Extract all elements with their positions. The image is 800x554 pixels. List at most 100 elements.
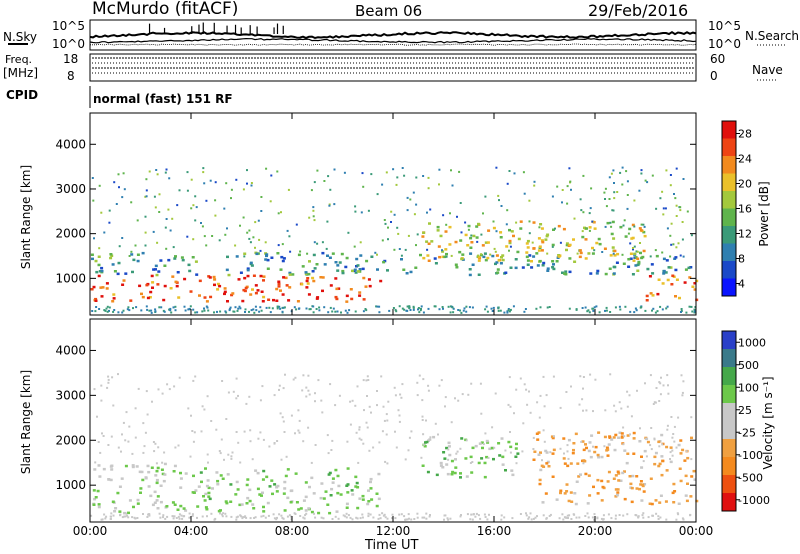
data-cell xyxy=(485,305,488,308)
nsearch-trace xyxy=(89,37,697,44)
data-cell xyxy=(412,191,415,194)
data-cell xyxy=(632,248,634,251)
data-cell xyxy=(152,441,155,443)
data-cell xyxy=(362,442,365,445)
panel-frame xyxy=(89,112,697,316)
data-cell xyxy=(385,433,388,436)
data-cell xyxy=(625,170,628,173)
data-cell xyxy=(616,488,620,491)
data-cell xyxy=(131,516,134,519)
data-cell xyxy=(545,517,548,520)
data-cell xyxy=(156,507,160,510)
data-cell xyxy=(603,191,606,194)
data-cell xyxy=(369,480,372,484)
data-cell xyxy=(148,296,152,299)
data-cell xyxy=(184,309,187,312)
data-cell xyxy=(471,306,474,309)
data-cell xyxy=(626,434,630,437)
data-cell xyxy=(202,171,205,174)
data-cell xyxy=(586,502,590,505)
data-cell xyxy=(584,515,587,517)
data-cell xyxy=(686,456,690,460)
data-cell xyxy=(349,423,352,426)
data-cell xyxy=(596,453,600,457)
data-cell xyxy=(500,205,503,207)
data-cell xyxy=(660,455,664,458)
data-cell xyxy=(249,293,253,296)
data-cell xyxy=(326,254,329,257)
data-cell xyxy=(657,518,660,520)
data-cell xyxy=(656,310,659,313)
data-cell xyxy=(308,393,311,396)
data-cell xyxy=(254,305,257,308)
data-cell xyxy=(662,272,666,275)
data-cell xyxy=(363,409,365,412)
data-cell xyxy=(649,444,652,447)
data-cell xyxy=(366,426,369,429)
data-cell xyxy=(661,443,664,446)
data-cell xyxy=(354,205,357,208)
data-cell xyxy=(498,454,502,457)
data-cell xyxy=(251,503,255,506)
data-cell xyxy=(565,244,568,247)
data-cell xyxy=(321,241,324,244)
data-cell xyxy=(620,435,624,438)
data-cell xyxy=(112,310,115,313)
data-cell xyxy=(590,187,593,190)
data-cell xyxy=(97,464,101,467)
data-cell xyxy=(222,512,225,515)
data-cell xyxy=(681,238,684,241)
data-cell xyxy=(641,514,644,517)
data-cell xyxy=(368,449,371,452)
data-cell xyxy=(112,293,116,296)
data-cell xyxy=(374,251,377,254)
data-cell xyxy=(388,309,391,312)
data-cell xyxy=(672,243,675,246)
data-cell xyxy=(248,488,252,492)
date-title: 29/Feb/2016 xyxy=(588,1,689,20)
data-cell xyxy=(626,452,630,455)
data-cell xyxy=(382,260,386,264)
data-cell xyxy=(192,440,195,443)
data-cell xyxy=(276,170,279,173)
data-cell xyxy=(455,266,459,269)
data-cell xyxy=(450,169,452,172)
data-cell xyxy=(477,255,481,259)
data-cell xyxy=(689,514,691,517)
data-cell xyxy=(265,253,269,256)
data-cell xyxy=(196,505,200,508)
data-cell xyxy=(168,308,171,311)
data-cell xyxy=(265,475,269,479)
colorbar-tick-label: 500 xyxy=(738,359,759,372)
data-cell xyxy=(582,174,585,177)
data-cell xyxy=(675,215,678,217)
data-cell xyxy=(603,247,607,250)
data-cell xyxy=(206,453,209,456)
data-cell xyxy=(686,210,689,213)
data-cell xyxy=(442,307,444,310)
data-cell xyxy=(350,489,354,492)
data-cell xyxy=(592,410,594,413)
data-cell xyxy=(164,171,167,174)
data-cell xyxy=(262,295,266,299)
data-cell xyxy=(605,205,608,208)
data-cell xyxy=(570,188,572,191)
data-cell xyxy=(425,240,429,243)
data-cell xyxy=(494,262,497,266)
data-cell xyxy=(279,289,282,292)
data-cell xyxy=(353,268,357,271)
data-cell xyxy=(189,455,192,458)
data-cell xyxy=(100,518,103,521)
data-cell xyxy=(483,513,486,516)
data-cell xyxy=(593,450,597,454)
nave-label: Nave xyxy=(752,63,783,77)
data-cell xyxy=(327,311,330,314)
data-cell xyxy=(474,515,477,518)
data-cell xyxy=(629,252,633,255)
data-cell xyxy=(367,278,371,281)
data-cell xyxy=(628,475,632,478)
colorbar-tick-label: -100 xyxy=(738,449,763,462)
data-cell xyxy=(566,202,569,205)
data-cell xyxy=(295,223,298,226)
data-cell xyxy=(369,513,372,516)
